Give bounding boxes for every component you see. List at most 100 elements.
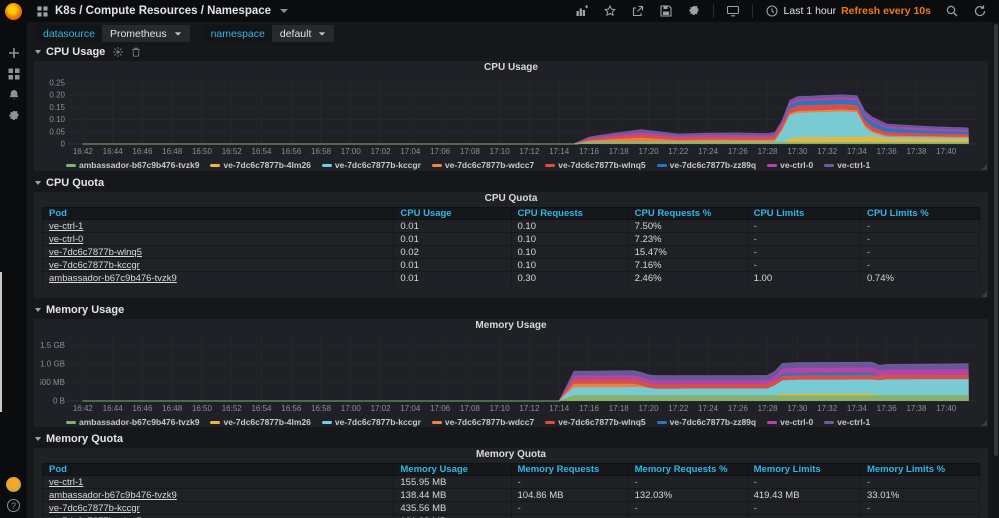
row-header-cpu-quota[interactable]: CPU Quota [33, 176, 993, 190]
variable-datasource-select[interactable]: Prometheus [101, 25, 190, 42]
pod-link[interactable]: ve-ctrl-0 [49, 233, 84, 245]
row-delete-trash-icon[interactable] [131, 47, 141, 57]
panel-resize-handle[interactable] [981, 420, 987, 426]
legend-series-name: ve-7dc6c7877b-wdcc7 [444, 417, 535, 427]
legend-item[interactable]: ve-7dc6c7877b-wdcc7 [431, 417, 535, 427]
legend-item[interactable]: ve-ctrl-0 [767, 160, 813, 170]
x-axis-label: 17:38 [906, 404, 927, 413]
dashboards-grid-icon[interactable] [7, 67, 20, 80]
row-header-memory-usage[interactable]: Memory Usage [33, 303, 993, 317]
cpu-usage-chart[interactable]: 0 0.05 0.10 0.15 0.20 0.25 16:42 16:44 16:46 16:4… [40, 74, 982, 159]
help-icon[interactable]: ? [7, 499, 20, 512]
dashboard-title[interactable]: K8s / Compute Resources / Namespace [55, 5, 272, 17]
dashboard-icon[interactable] [37, 5, 48, 17]
legend-swatch [210, 420, 221, 424]
alerting-bell-icon[interactable] [7, 88, 20, 101]
legend-item[interactable]: ve-7dc6c7877b-4lm26 [210, 417, 311, 427]
panel-resize-handle[interactable] [981, 291, 987, 297]
value-cell: - [746, 501, 861, 515]
column-header[interactable]: Memory Limits [746, 463, 861, 476]
refresh-interval-label[interactable]: Refresh every 10s [841, 5, 931, 17]
vertical-scrollbar-thumb[interactable] [994, 24, 998, 456]
star-icon[interactable] [599, 3, 621, 19]
value-cell: 0.01 [393, 271, 512, 285]
pod-link[interactable]: ve-7dc6c7877b-wlnq5 [49, 246, 142, 258]
create-plus-icon[interactable] [7, 46, 20, 59]
pod-link[interactable]: ve-ctrl-1 [49, 476, 84, 488]
column-header[interactable]: Pod [41, 207, 395, 220]
column-header[interactable]: Memory Limits % [859, 463, 981, 476]
pod-link[interactable]: ve-ctrl-1 [49, 220, 84, 232]
column-header[interactable]: CPU Limits [746, 207, 861, 220]
legend-item[interactable]: ve-7dc6c7877b-wdcc7 [431, 160, 534, 170]
x-axis-label: 16:48 [162, 147, 183, 156]
dashboard-content: CPU Usage CPU Usage 0 0.05 0.10 0.15 0.20 0.2… [27, 45, 993, 518]
legend-item[interactable]: ambassador-b67c9b476-tvzk9 [66, 417, 199, 427]
legend-series-name: ve-7dc6c7877b-zz89q [669, 417, 757, 427]
legend-item[interactable]: ve-7dc6c7877b-kccgr [321, 417, 421, 427]
chevron-down-icon [35, 50, 41, 54]
x-axis-label: 16:54 [251, 147, 272, 156]
zoom-out-icon[interactable] [941, 3, 963, 19]
value-cell: 138.44 MB [393, 488, 512, 502]
dashboard-title-caret-icon[interactable] [280, 9, 289, 13]
legend-item[interactable]: ve-7dc6c7877b-wlnq5 [545, 417, 646, 427]
share-icon[interactable] [627, 3, 649, 19]
legend-item[interactable]: ve-ctrl-1 [824, 160, 870, 170]
time-range-label: Last 1 hour [783, 5, 837, 17]
legend-series-name: ambassador-b67c9b476-tvzk9 [79, 417, 200, 427]
column-header[interactable]: Memory Usage [393, 463, 512, 476]
legend-item[interactable]: ve-7dc6c7877b-zz89q [656, 160, 756, 170]
column-header[interactable]: CPU Requests % [627, 207, 748, 220]
pod-link[interactable]: ve-7dc6c7877b-kccgr [49, 502, 140, 514]
x-axis-label: 16:48 [162, 404, 183, 413]
table-row: ambassador-b67c9b476-tvzk9 0.01 0.30 2.46% 1… [41, 271, 981, 285]
legend-swatch [767, 163, 778, 167]
panel-resize-handle[interactable] [981, 164, 987, 170]
cpu-quota-table: Pod CPU Usage CPU Requests CPU Requests % CP… [34, 207, 988, 285]
value-cell: - [859, 258, 981, 272]
row-header-memory-quota[interactable]: Memory Quota [33, 432, 993, 446]
pod-link[interactable]: ve-7dc6c7877b-wlnq5 [49, 516, 142, 518]
user-avatar[interactable] [6, 477, 21, 492]
legend-item[interactable]: ve-7dc6c7877b-4lm26 [210, 160, 311, 170]
column-header[interactable]: CPU Limits % [859, 207, 981, 220]
dashboard-settings-gear-icon[interactable] [683, 3, 705, 19]
column-header[interactable]: Pod [41, 463, 395, 476]
add-panel-icon[interactable] [571, 3, 593, 19]
x-axis-label: 16:52 [222, 147, 243, 156]
legend-swatch [656, 420, 667, 424]
row-header-cpu-usage[interactable]: CPU Usage [33, 45, 993, 59]
panel-title-memory-quota[interactable]: Memory Quota [475, 449, 546, 460]
memory-usage-chart[interactable]: 0 B 500 MB 1.0 GB 1.5 GB 16:42 16:44 16:46 16:4… [40, 332, 982, 416]
pod-link[interactable]: ambassador-b67c9b476-tvzk9 [49, 489, 177, 501]
panel-title-cpu-usage[interactable]: CPU Usage [484, 62, 538, 73]
panel-title-cpu-quota[interactable]: CPU Quota [484, 193, 538, 204]
grafana-logo-icon[interactable] [5, 3, 22, 20]
column-header[interactable]: Memory Requests [510, 463, 629, 476]
row-settings-gear-icon[interactable] [113, 47, 124, 57]
pod-link[interactable]: ve-7dc6c7877b-kccgr [49, 259, 140, 271]
variable-namespace-select[interactable]: default [271, 25, 335, 42]
pod-link[interactable]: ambassador-b67c9b476-tvzk9 [49, 272, 177, 284]
legend-series-name: ve-7dc6c7877b-kccgr [334, 160, 421, 170]
left-scrollbar-thumb[interactable] [0, 272, 2, 412]
pod-cell: ve-7dc6c7877b-wlnq5 [41, 245, 395, 259]
column-header[interactable]: CPU Requests [510, 207, 629, 220]
legend-item[interactable]: ve-7dc6c7877b-wlnq5 [545, 160, 646, 170]
legend-item[interactable]: ve-7dc6c7877b-kccgr [321, 160, 421, 170]
legend-item[interactable]: ve-ctrl-1 [824, 417, 870, 427]
tv-cycle-view-icon[interactable] [722, 3, 744, 19]
legend-item[interactable]: ve-ctrl-0 [767, 417, 813, 427]
legend-item[interactable]: ambassador-b67c9b476-tvzk9 [66, 160, 199, 170]
legend-item[interactable]: ve-7dc6c7877b-zz89q [656, 417, 757, 427]
column-header[interactable]: Memory Requests % [627, 463, 748, 476]
refresh-icon[interactable] [969, 3, 991, 19]
save-icon[interactable] [655, 3, 677, 19]
panel-title-memory-usage[interactable]: Memory Usage [475, 320, 547, 331]
time-range-picker[interactable]: Last 1 hour Refresh every 10s [761, 3, 935, 19]
x-axis-label: 16:56 [281, 147, 302, 156]
column-header[interactable]: CPU Usage [393, 207, 512, 220]
configuration-gear-icon[interactable] [7, 109, 20, 122]
value-cell: - [627, 475, 748, 489]
